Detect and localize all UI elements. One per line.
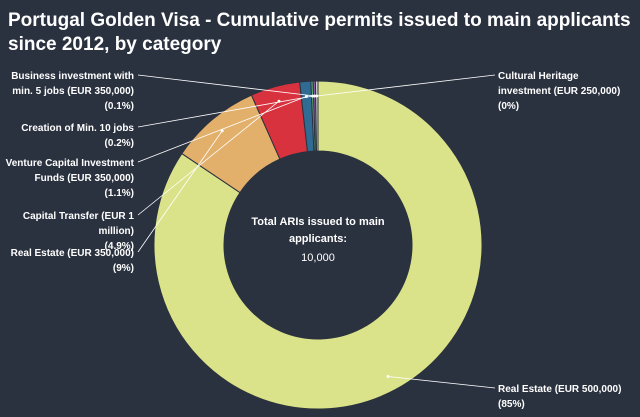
- leader-dot: [386, 374, 390, 378]
- center-label: Total ARIs issued to main applicants: 10,0…: [251, 216, 385, 264]
- leader-dot: [313, 94, 317, 98]
- leader-line: [137, 130, 223, 253]
- leader-line: [137, 74, 315, 97]
- center-label-text: applicants:: [289, 233, 347, 245]
- donut-slices: [153, 80, 483, 410]
- slice-percent-label: (4.9%): [105, 241, 134, 252]
- donut-slice: [153, 80, 483, 410]
- slice-label: Creation of Min. 10 jobs: [21, 123, 134, 134]
- slice-label: Cultural Heritage: [498, 71, 579, 82]
- donut-slice: [314, 80, 319, 152]
- slice-label: million): [98, 226, 134, 237]
- leader-lines: [137, 74, 496, 389]
- leader-line: [137, 96, 307, 163]
- slice-percent-label: (0.2%): [105, 138, 134, 149]
- slice-percent-label: (0.1%): [105, 101, 134, 112]
- slice-label: Venture Capital Investment: [6, 158, 135, 169]
- slice-percent-label: (9%): [113, 263, 134, 274]
- slice-label: investment (EUR 250,000): [498, 86, 620, 97]
- center-label-text: Total ARIs issued to main: [251, 216, 385, 228]
- title-line: since 2012, by category: [8, 34, 222, 55]
- slice-percent-label: (1.1%): [105, 188, 134, 199]
- slice-percent-label: (85%): [498, 399, 525, 410]
- slice-label: Capital Transfer (EUR 1: [23, 211, 135, 222]
- center-value: 10,000: [301, 252, 335, 264]
- slice-label: min. 5 jobs (EUR 350,000): [12, 86, 134, 97]
- chart-title: Portugal Golden Visa - Cumulative permit…: [8, 10, 631, 55]
- slice-label: Real Estate (EUR 500,000): [498, 384, 621, 395]
- slice-label: Real Estate (EUR 350,000): [11, 248, 134, 259]
- leader-dot: [220, 129, 224, 133]
- leader-line: [316, 74, 496, 97]
- slice-label: Funds (EUR 350,000): [35, 173, 134, 184]
- slice-label: Business investment with: [11, 71, 134, 82]
- leader-line: [137, 100, 280, 216]
- title-line: Portugal Golden Visa - Cumulative permit…: [8, 10, 631, 31]
- leader-line: [388, 376, 496, 389]
- leader-dot: [315, 94, 319, 98]
- leader-line: [137, 95, 313, 128]
- slice-labels: Real Estate (EUR 500,000) (85%) Real Estat…: [6, 71, 622, 410]
- slice-percent-label: (0%): [498, 101, 519, 112]
